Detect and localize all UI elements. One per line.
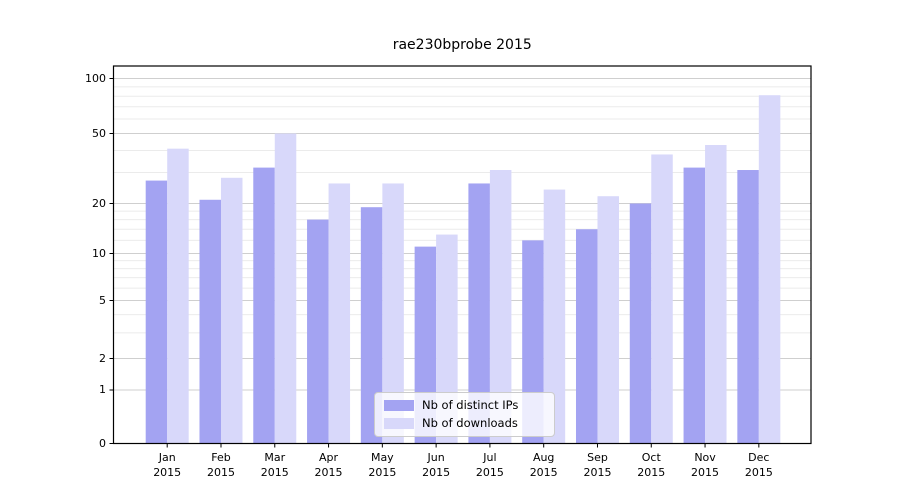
y-tick-label-10: 10 bbox=[92, 246, 106, 260]
x-tick-label-nov: Nov 2015 bbox=[691, 451, 720, 479]
bar-distinct-ips-dec bbox=[737, 170, 759, 444]
bar-downloads-oct bbox=[651, 154, 673, 444]
x-tick-label-sep: Sep 2015 bbox=[583, 451, 612, 479]
bar-distinct-ips-jul bbox=[468, 183, 490, 444]
bar-distinct-ips-feb bbox=[199, 199, 221, 444]
legend-item-distinct-ips: Nb of distinct IPs bbox=[384, 399, 546, 412]
bar-downloads-jun bbox=[436, 234, 458, 444]
x-tick-label-jul: Jul 2015 bbox=[475, 451, 504, 479]
x-tick-label-may: May 2015 bbox=[368, 451, 397, 479]
y-tick-label-20: 20 bbox=[92, 196, 106, 210]
bar-downloads-nov bbox=[705, 145, 727, 444]
x-tick-label-apr: Apr 2015 bbox=[314, 451, 343, 479]
bar-distinct-ips-apr bbox=[307, 219, 329, 444]
bar-downloads-may bbox=[382, 183, 404, 444]
y-tick-label-50: 50 bbox=[92, 126, 106, 140]
y-tick-label-0: 0 bbox=[99, 436, 106, 450]
legend-swatch-distinct-ips bbox=[384, 400, 414, 411]
x-tick-label-jun: Jun 2015 bbox=[422, 451, 451, 479]
legend-box: Nb of distinct IPs Nb of downloads bbox=[374, 392, 555, 437]
legend-label-downloads: Nb of downloads bbox=[422, 416, 518, 430]
y-tick-label-1: 1 bbox=[99, 383, 106, 396]
axes-box bbox=[112, 65, 812, 445]
x-tick-label-oct: Oct 2015 bbox=[637, 451, 666, 479]
y-tick-label-5: 5 bbox=[99, 293, 106, 307]
x-tick-label-jan: Jan 2015 bbox=[153, 451, 182, 479]
x-tick-label-aug: Aug 2015 bbox=[529, 451, 558, 479]
bar-downloads-jan bbox=[167, 148, 189, 444]
chart-title: rae230bprobe 2015 bbox=[392, 37, 532, 53]
bar-distinct-ips-may bbox=[360, 207, 383, 444]
bar-downloads-aug bbox=[543, 189, 566, 444]
legend-swatch-downloads bbox=[384, 418, 414, 429]
legend-item-downloads: Nb of downloads bbox=[384, 417, 546, 430]
y-tick-label-100: 100 bbox=[85, 71, 106, 85]
x-tick-label-feb: Feb 2015 bbox=[206, 451, 235, 479]
bar-downloads-mar bbox=[274, 133, 297, 444]
y-tick-label-2: 2 bbox=[99, 351, 106, 365]
bar-distinct-ips-jan bbox=[145, 180, 168, 444]
x-tick-label-dec: Dec 2015 bbox=[744, 451, 773, 479]
bar-downloads-jul bbox=[489, 170, 512, 444]
x-tick-label-mar: Mar 2015 bbox=[260, 451, 289, 479]
bar-downloads-sep bbox=[597, 196, 619, 444]
bar-distinct-ips-mar bbox=[253, 167, 275, 444]
bar-downloads-dec bbox=[758, 95, 781, 444]
bar-distinct-ips-oct bbox=[629, 203, 652, 444]
bar-downloads-apr bbox=[328, 183, 351, 444]
bar-distinct-ips-sep bbox=[575, 229, 598, 444]
legend-label-distinct-ips: Nb of distinct IPs bbox=[422, 398, 519, 412]
bar-downloads-feb bbox=[220, 177, 243, 444]
bar-distinct-ips-nov bbox=[683, 167, 706, 444]
